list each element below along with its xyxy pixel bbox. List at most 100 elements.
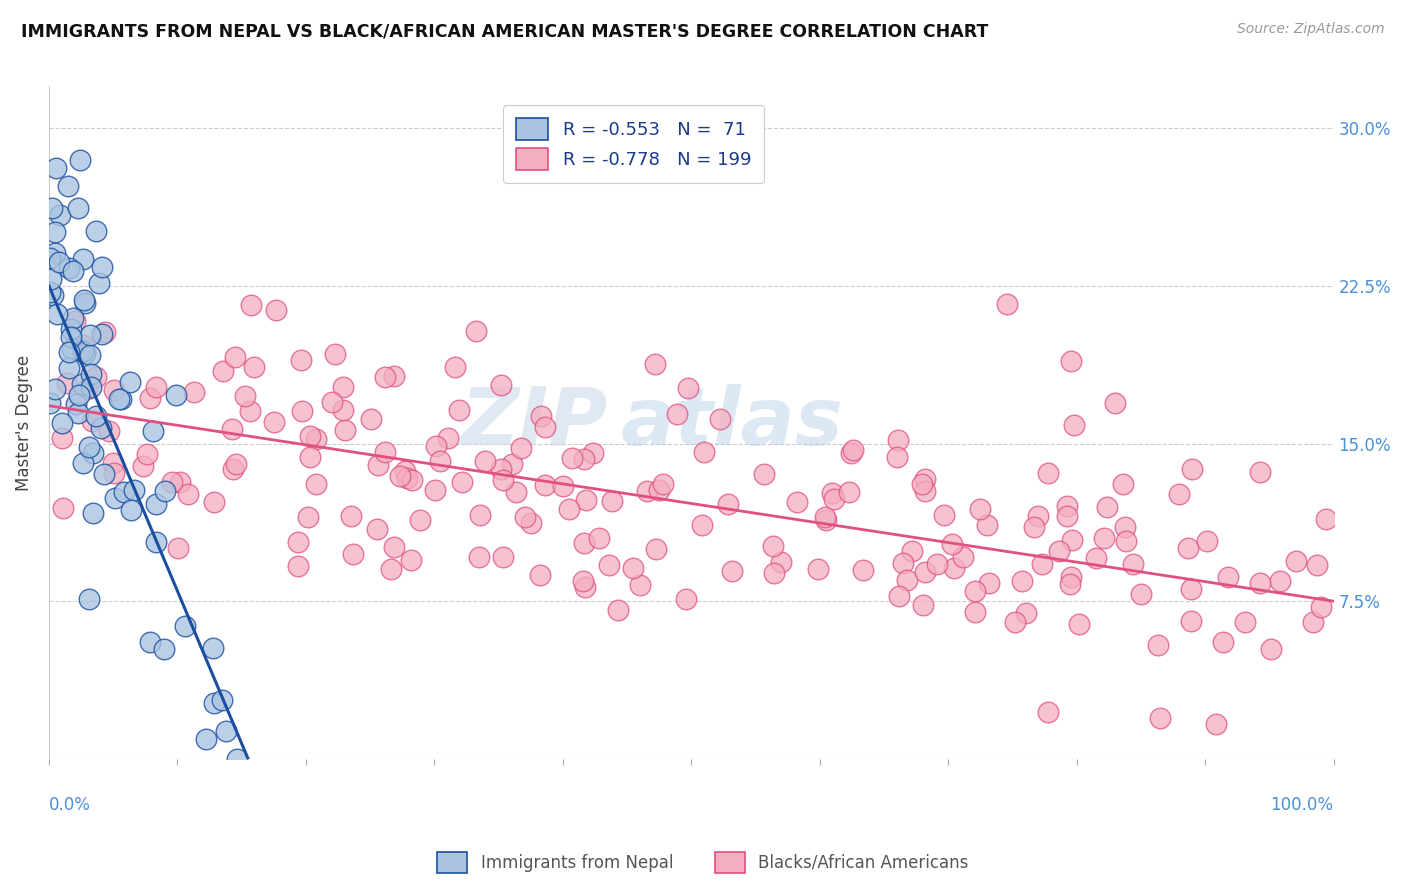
Point [1038,705,1060,719]
Point [520,516,543,530]
Point [120,503,142,517]
Point [1168,487,1191,501]
Point [239,404,262,418]
Point [58,345,80,359]
Point [588,532,610,546]
Point [575,493,598,508]
Point [814,510,837,524]
Point [1122,558,1144,572]
Point [194,731,217,746]
Point [443,359,465,374]
Point [1315,512,1337,526]
Point [572,535,595,549]
Point [501,457,523,471]
Point [581,446,603,460]
Point [107,392,129,407]
Point [70,376,93,391]
Point [287,559,309,574]
Point [1097,500,1119,515]
Point [839,446,862,460]
Point [927,557,949,571]
Point [1112,477,1135,491]
Point [62,264,84,278]
Point [1205,716,1227,731]
Point [44,225,66,239]
Point [139,635,162,649]
Point [77,592,100,607]
Point [769,555,792,569]
Point [693,444,716,458]
Point [72,456,94,470]
Point [45,307,67,321]
Point [51,416,73,430]
Point [995,297,1018,311]
Point [717,497,740,511]
Point [360,412,382,426]
Point [39,272,62,286]
Point [72,252,94,267]
Point [932,508,955,522]
Point [449,403,471,417]
Y-axis label: Master's Degree: Master's Degree [15,354,32,491]
Point [65,397,87,411]
Point [264,302,287,317]
Point [1056,509,1078,524]
Point [1212,635,1234,649]
Point [1197,533,1219,548]
Point [145,380,167,394]
Point [103,384,125,398]
Point [1149,710,1171,724]
Point [761,539,783,553]
Point [1310,599,1333,614]
Point [160,475,183,489]
Point [93,467,115,481]
Point [380,562,402,576]
Point [82,445,104,459]
Point [690,518,713,533]
Point [648,483,671,498]
Point [396,471,419,485]
Point [80,414,103,428]
Point [1146,638,1168,652]
Point [607,603,630,617]
Point [145,535,167,549]
Point [202,495,225,509]
Point [394,464,416,478]
Point [887,433,910,447]
Point [339,509,361,524]
Point [515,509,537,524]
Point [298,429,321,443]
Point [58,261,80,276]
Point [243,360,266,375]
Point [388,469,411,483]
Text: atlas: atlas [620,384,844,461]
Point [399,553,422,567]
Point [382,540,405,554]
Text: Source: ZipAtlas.com: Source: ZipAtlas.com [1237,22,1385,37]
Point [489,378,512,392]
Point [84,224,107,238]
Point [814,513,837,527]
Point [911,477,934,491]
Point [468,508,491,522]
Point [533,420,555,434]
Point [941,537,963,551]
Point [1249,576,1271,591]
Point [553,479,575,493]
Point [598,558,620,572]
Point [60,329,83,343]
Point [838,484,860,499]
Point [1060,354,1083,368]
Point [644,357,666,371]
Point [1284,554,1306,568]
Point [76,382,98,396]
Point [139,392,162,406]
Point [1084,551,1107,566]
Point [80,367,103,381]
Point [305,477,328,491]
Point [41,288,63,302]
Point [67,406,90,420]
Point [59,322,82,336]
Point [290,353,312,368]
Point [952,549,974,564]
